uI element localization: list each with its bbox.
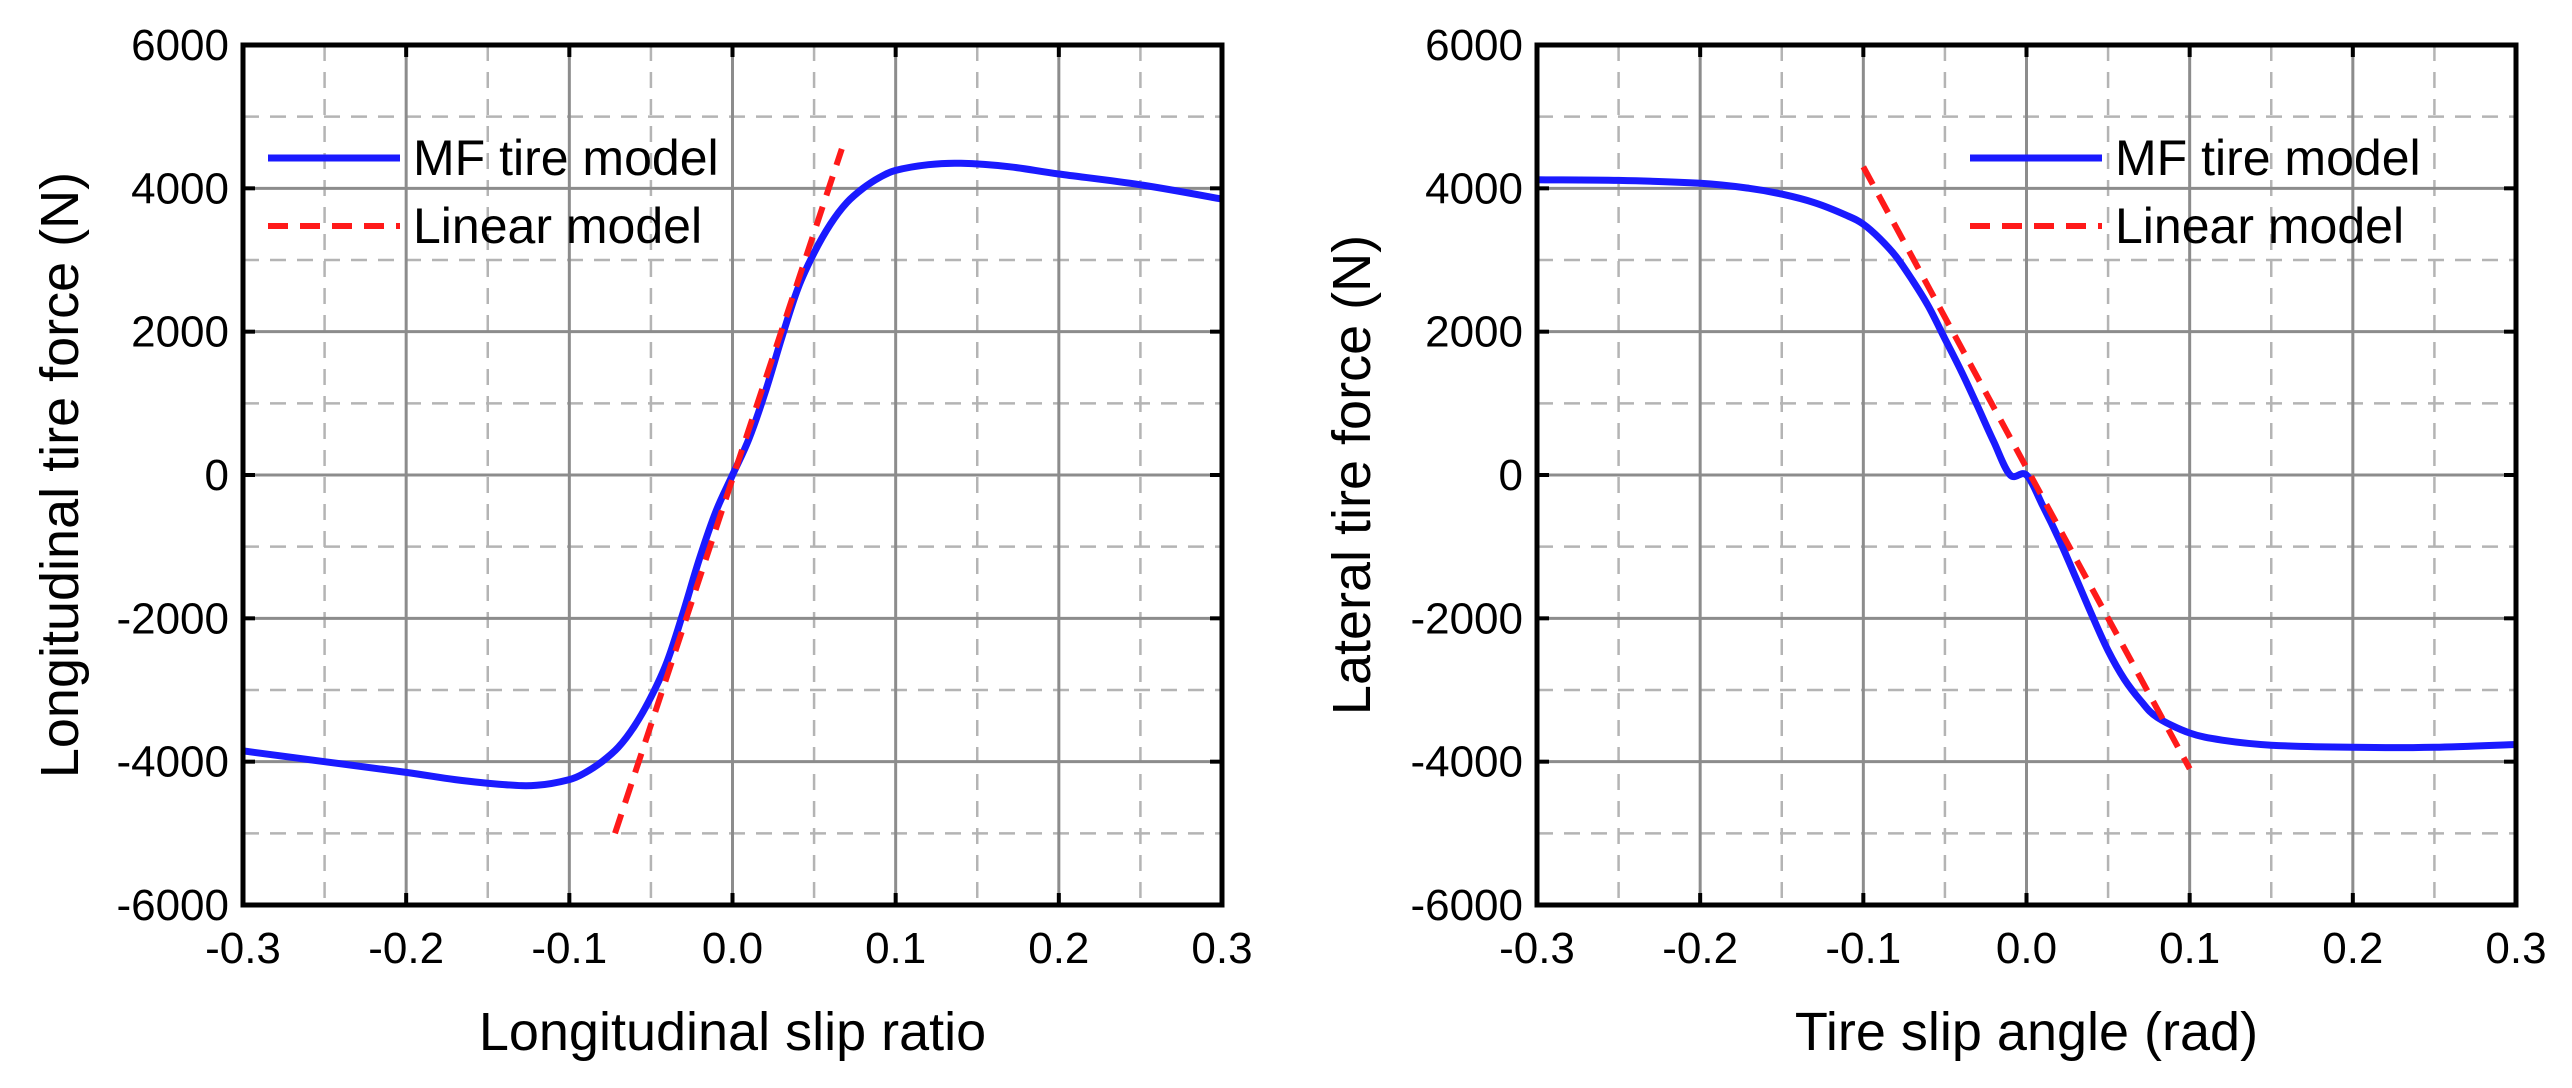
legend-label: MF tire model: [413, 130, 719, 186]
x-tick-label: 0.1: [865, 924, 926, 973]
y-tick-label: 4000: [131, 164, 229, 213]
grid-lines: [1535, 43, 2518, 907]
x-tick-label: 0.2: [1028, 924, 1089, 973]
y-axis-title: Lateral tire force (N): [1322, 235, 1382, 715]
y-tick-label: 2000: [1425, 308, 1523, 357]
legend-label: Linear model: [2115, 198, 2404, 254]
x-tick-label: 0.0: [702, 924, 763, 973]
x-tick-label: 0.1: [2159, 924, 2220, 973]
series-mf-tire-model-line: [1537, 176, 2516, 752]
legend: MF tire model Linear model: [1970, 130, 2421, 254]
tick-group: -0.3 -0.2 -0.1 0.0 0.1 0.2 0.3 -6000 -4000 -2000 0…: [1410, 21, 2546, 973]
y-tick-label: -2000: [1410, 594, 1523, 643]
chart-lateral: -0.3 -0.2 -0.1 0.0 0.1 0.2 0.3 -6000 -4000 -2000 0…: [1322, 21, 2547, 1062]
y-tick-label: 6000: [131, 21, 229, 70]
y-tick-label: -6000: [116, 881, 229, 930]
x-tick-label: -0.3: [205, 924, 281, 973]
y-tick-label: 4000: [1425, 164, 1523, 213]
x-tick-label: 0.3: [1191, 924, 1252, 973]
x-tick-label: -0.2: [1662, 924, 1738, 973]
y-tick-label: -2000: [116, 594, 229, 643]
series-linear-model-line: [612, 147, 845, 835]
x-tick-label: -0.1: [1825, 924, 1901, 973]
x-tick-label: -0.1: [531, 924, 607, 973]
y-tick-label: 2000: [131, 308, 229, 357]
y-axis-title: Longitudinal tire force (N): [30, 172, 90, 778]
legend: MF tire model Linear model: [268, 130, 719, 254]
x-tick-label: 0.3: [2485, 924, 2546, 973]
y-tick-label: 0: [1499, 451, 1523, 500]
x-tick-label: -0.2: [368, 924, 444, 973]
series-group: [243, 147, 1222, 835]
y-tick-label: -6000: [1410, 881, 1523, 930]
legend-label: MF tire model: [2115, 130, 2421, 186]
x-tick-label: -0.3: [1499, 924, 1575, 973]
legend-label: Linear model: [413, 198, 702, 254]
series-group: [1537, 165, 2516, 771]
x-tick-label: 0.2: [2322, 924, 2383, 973]
y-tick-label: -4000: [116, 738, 229, 787]
x-axis-title: Tire slip angle (rad): [1795, 1002, 2258, 1062]
series-mf-tire-model-line: [243, 159, 1222, 790]
y-tick-label: 0: [205, 451, 229, 500]
x-axis-title: Longitudinal slip ratio: [479, 1002, 986, 1062]
series-linear-model-line: [1860, 165, 2193, 771]
y-tick-label: 6000: [1425, 21, 1523, 70]
y-tick-label: -4000: [1410, 738, 1523, 787]
tick-group: -0.3 -0.2 -0.1 0.0 0.1 0.2 0.3 -6000 -4000 -2000 0…: [116, 21, 1252, 973]
x-tick-label: 0.0: [1996, 924, 2057, 973]
chart-longitudinal: -0.3 -0.2 -0.1 0.0 0.1 0.2 0.3 -6000 -4000 -2000 0…: [30, 21, 1253, 1062]
